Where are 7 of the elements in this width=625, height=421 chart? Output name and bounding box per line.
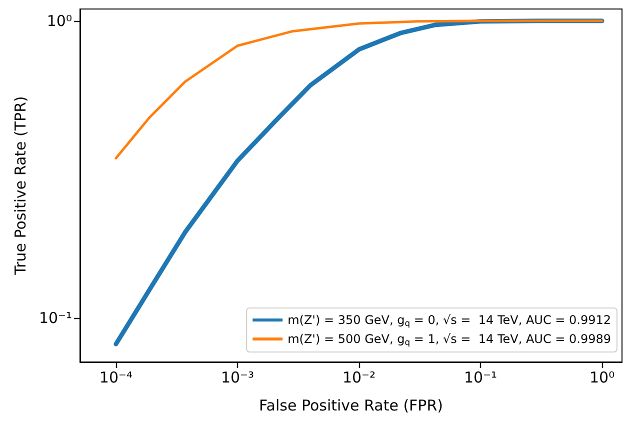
x-tick-label: 10⁻² (342, 368, 376, 386)
x-tick-label: 10⁰ (589, 368, 615, 386)
x-tick-label: 10⁻¹ (464, 368, 498, 386)
x-tick-label: 10⁻³ (220, 368, 254, 386)
y-axis-title: True Positive Rate (TPR) (12, 96, 30, 276)
x-tick-label: 10⁻⁴ (99, 368, 132, 386)
x-axis-title: False Positive Rate (FPR) (259, 396, 443, 414)
